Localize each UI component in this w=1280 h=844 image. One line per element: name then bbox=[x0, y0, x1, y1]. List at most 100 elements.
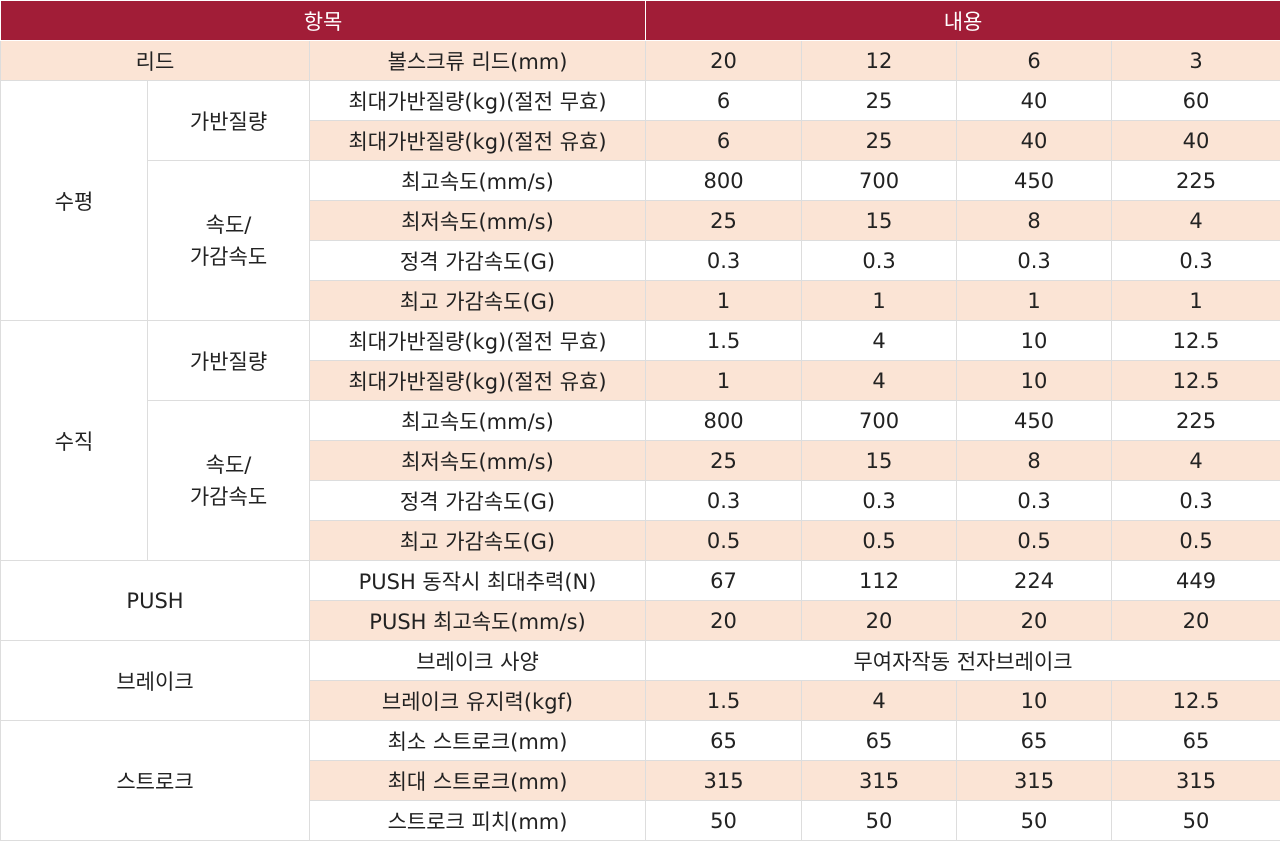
cell-value: 0.3 bbox=[1111, 240, 1280, 281]
cell-value: 20 bbox=[801, 600, 958, 641]
table-row: 수평 가반질량 최대가반질량(kg)(절전 무효) 6 25 40 60 bbox=[0, 80, 1280, 321]
lead-label: 리드 bbox=[0, 40, 310, 81]
cell-value: 20 bbox=[645, 600, 803, 641]
speed-group-line1: 속도/ bbox=[205, 452, 252, 477]
cell-value: 10 bbox=[956, 680, 1113, 721]
cell-value: 0.5 bbox=[956, 520, 1113, 561]
table-row: PUSH PUSH 동작시 최대추력(N) 67 112 224 449 bbox=[0, 560, 1280, 641]
cell-value: 315 bbox=[956, 760, 1113, 801]
table-row: 최저속도(mm/s) 25 15 8 4 bbox=[1, 200, 1280, 241]
table-row: 리드 볼스크류 리드(mm) 20 12 6 3 bbox=[0, 40, 1280, 81]
row-label: 최고속도(mm/s) bbox=[308, 400, 647, 441]
cell-value: 6 bbox=[645, 80, 803, 121]
horizontal-payload-group: 가반질량 bbox=[147, 80, 310, 161]
row-label: 브레이크 유지력(kgf) bbox=[308, 680, 647, 721]
cell-value: 112 bbox=[801, 560, 958, 601]
cell-value: 10 bbox=[956, 360, 1113, 401]
vertical-label: 수직 bbox=[0, 320, 148, 561]
cell-value: 1 bbox=[645, 280, 803, 321]
speed-group-line2: 가감속도 bbox=[189, 244, 268, 269]
row-label: 최대가반질량(kg)(절전 무효) bbox=[308, 80, 647, 121]
row-label: 최대 스트로크(mm) bbox=[308, 760, 647, 801]
horizontal-speed-group: 속도/가감속도 bbox=[147, 160, 310, 321]
cell-value: 224 bbox=[956, 560, 1113, 601]
cell-value: 50 bbox=[956, 800, 1113, 841]
cell-value: 15 bbox=[801, 440, 958, 481]
cell-value: 225 bbox=[1111, 160, 1280, 201]
table-row: 브레이크 유지력(kgf) 1.5 4 10 12.5 bbox=[1, 680, 1280, 721]
cell-value: 1 bbox=[801, 280, 958, 321]
cell-value: 60 bbox=[1111, 80, 1280, 121]
cell-value: 50 bbox=[801, 800, 958, 841]
table-row: 정격 가감속도(G) 0.3 0.3 0.3 0.3 bbox=[1, 480, 1280, 521]
cell-value: 20 bbox=[645, 40, 803, 81]
cell-value: 449 bbox=[1111, 560, 1280, 601]
brake-label: 브레이크 bbox=[0, 640, 310, 721]
header-item: 항목 bbox=[0, 0, 647, 41]
cell-value: 65 bbox=[645, 720, 803, 761]
table-row: 스트로크 피치(mm) 50 50 50 50 bbox=[1, 800, 1280, 841]
cell-value: 0.3 bbox=[645, 480, 803, 521]
table-row: 스트로크 최소 스트로크(mm) 65 65 65 65 bbox=[0, 720, 1280, 841]
cell-value: 20 bbox=[1111, 600, 1280, 641]
cell-value: 1.5 bbox=[645, 320, 803, 361]
cell-value: 225 bbox=[1111, 400, 1280, 441]
row-label: 최고속도(mm/s) bbox=[308, 160, 647, 201]
cell-value: 315 bbox=[801, 760, 958, 801]
row-label: PUSH 동작시 최대추력(N) bbox=[308, 560, 647, 601]
table-row: 최대 스트로크(mm) 315 315 315 315 bbox=[1, 760, 1280, 801]
cell-value: 8 bbox=[956, 200, 1113, 241]
row-label: 최저속도(mm/s) bbox=[308, 200, 647, 241]
cell-value: 0.3 bbox=[801, 240, 958, 281]
cell-value: 0.3 bbox=[956, 240, 1113, 281]
cell-value: 65 bbox=[801, 720, 958, 761]
table-row: 브레이크 브레이크 사양 무여자작동 전자브레이크 bbox=[0, 640, 1280, 721]
cell-value: 25 bbox=[801, 80, 958, 121]
header-content: 내용 bbox=[645, 0, 1280, 41]
cell-value: 4 bbox=[1111, 440, 1280, 481]
brake-spec-value: 무여자작동 전자브레이크 bbox=[645, 640, 1280, 681]
cell-value: 800 bbox=[645, 160, 803, 201]
cell-value: 700 bbox=[801, 160, 958, 201]
cell-value: 0.3 bbox=[1111, 480, 1280, 521]
table-row: 최대가반질량(kg)(절전 유효) 6 25 40 40 bbox=[1, 120, 1280, 161]
cell-value: 65 bbox=[956, 720, 1113, 761]
header-row: 항목 내용 bbox=[0, 0, 1280, 41]
cell-value: 1 bbox=[956, 280, 1113, 321]
cell-value: 450 bbox=[956, 160, 1113, 201]
push-label: PUSH bbox=[0, 560, 310, 641]
cell-value: 12.5 bbox=[1111, 360, 1280, 401]
cell-value: 0.3 bbox=[801, 480, 958, 521]
cell-value: 4 bbox=[801, 320, 958, 361]
cell-value: 50 bbox=[645, 800, 803, 841]
cell-value: 4 bbox=[801, 360, 958, 401]
horizontal-label: 수평 bbox=[0, 80, 148, 321]
cell-value: 0.3 bbox=[956, 480, 1113, 521]
cell-value: 65 bbox=[1111, 720, 1280, 761]
cell-value: 1.5 bbox=[645, 680, 803, 721]
cell-value: 315 bbox=[1111, 760, 1280, 801]
row-label: 정격 가감속도(G) bbox=[308, 480, 647, 521]
row-label: 최대가반질량(kg)(절전 유효) bbox=[308, 120, 647, 161]
row-label: 볼스크류 리드(mm) bbox=[308, 40, 647, 81]
cell-value: 25 bbox=[645, 200, 803, 241]
cell-value: 40 bbox=[956, 120, 1113, 161]
cell-value: 315 bbox=[645, 760, 803, 801]
cell-value: 50 bbox=[1111, 800, 1280, 841]
cell-value: 20 bbox=[956, 600, 1113, 641]
row-label: 최고 가감속도(G) bbox=[308, 520, 647, 561]
cell-value: 1 bbox=[645, 360, 803, 401]
row-label: 최소 스트로크(mm) bbox=[308, 720, 647, 761]
vertical-speed-group: 속도/가감속도 bbox=[147, 400, 310, 561]
speed-group-line2: 가감속도 bbox=[189, 484, 268, 509]
cell-value: 0.5 bbox=[801, 520, 958, 561]
table-row: 최저속도(mm/s) 25 15 8 4 bbox=[1, 440, 1280, 481]
table-row: 속도/가감속도 최고속도(mm/s) 800 700 450 225 bbox=[1, 160, 1280, 321]
cell-value: 0.5 bbox=[645, 520, 803, 561]
row-label: 최고 가감속도(G) bbox=[308, 280, 647, 321]
stroke-label: 스트로크 bbox=[0, 720, 310, 841]
cell-value: 1 bbox=[1111, 280, 1280, 321]
cell-value: 700 bbox=[801, 400, 958, 441]
cell-value: 4 bbox=[1111, 200, 1280, 241]
